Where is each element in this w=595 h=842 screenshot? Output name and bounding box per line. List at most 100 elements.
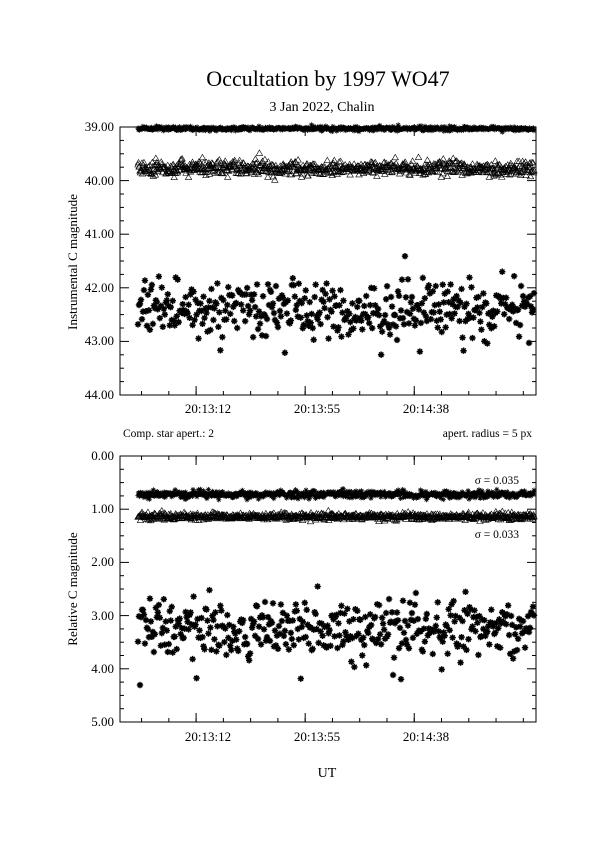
top-series-0-point	[155, 127, 161, 133]
sigma-upper-label: σ = 0.035	[475, 475, 520, 487]
bottom-series-2-point	[422, 615, 430, 623]
bottom-series-2-point	[423, 610, 431, 618]
bottom-series-0-point	[371, 492, 377, 498]
top-series-2-point	[208, 285, 215, 293]
bottom-series-0-point	[368, 493, 375, 500]
top-series-1-point	[184, 173, 193, 180]
bottom-series-2-point	[405, 645, 413, 652]
bottom-series-0-point	[356, 488, 363, 495]
bottom-series-0-point	[193, 489, 199, 495]
bottom-series-0-point	[469, 494, 475, 500]
top-series-2-point	[171, 322, 178, 329]
top-series-2-point	[526, 293, 534, 300]
top-series-2-point	[440, 299, 447, 306]
bottom-ytick-1: 1.00	[91, 501, 114, 516]
top-series-2-point	[424, 284, 432, 292]
top-series-2-point	[273, 319, 281, 326]
bottom-series-2-point	[443, 622, 450, 630]
top-series-1-point	[218, 169, 226, 176]
top-series-2-point	[186, 314, 193, 322]
top-series-1-point	[284, 167, 292, 174]
top-series-1-point	[350, 160, 358, 167]
bottom-series-0-point	[340, 489, 346, 495]
top-series-2-point	[326, 296, 333, 303]
top-series-2-point	[512, 319, 520, 327]
bottom-series-2-point	[450, 597, 457, 605]
bottom-series-2-point	[421, 638, 429, 645]
top-series-0-point	[153, 123, 159, 129]
top-series-2-point	[425, 282, 432, 289]
top-series-2-point	[310, 336, 317, 343]
top-series-1-point	[287, 170, 296, 178]
bottom-series-0-point	[489, 491, 495, 497]
top-series-2-point	[353, 317, 360, 324]
bottom-series-0-point	[354, 491, 360, 497]
bottom-series-2-point	[451, 618, 458, 625]
bottom-series-2-point	[348, 658, 355, 665]
top-series-2-point	[486, 321, 493, 328]
bottom-series-2-point	[455, 641, 462, 649]
top-series-2-point	[474, 304, 481, 311]
top-series-2-point	[271, 316, 279, 324]
top-series-2-point	[246, 307, 254, 314]
bottom-series-1-point	[530, 513, 538, 520]
top-series-2-point	[361, 302, 368, 310]
bottom-series-2-point	[236, 628, 243, 635]
bottom-series-2-point	[227, 642, 234, 649]
bottom-series-0-point	[269, 493, 275, 499]
bottom-series-1-point	[213, 510, 222, 517]
top-series-1-point	[353, 165, 361, 172]
bottom-series-2-point	[201, 646, 208, 653]
bottom-series-1-point	[312, 509, 321, 517]
top-series-2-point	[227, 310, 234, 318]
bottom-series-2-point	[192, 621, 199, 628]
top-series-2-point	[447, 281, 454, 288]
bottom-series-1-point	[464, 510, 472, 517]
top-series-2-point	[284, 297, 292, 304]
top-series-2-point	[494, 308, 501, 315]
bottom-series-2-point	[445, 606, 452, 613]
top-series-2-point	[170, 317, 177, 324]
bottom-series-2-point	[212, 609, 219, 616]
bottom-series-2-point	[281, 627, 289, 634]
top-ytick-2: 41.00	[85, 226, 114, 241]
bottom-series-2-point	[205, 630, 212, 637]
bottom-series-2-point	[482, 632, 489, 640]
top-series-2-point	[358, 317, 365, 324]
bottom-xtick-0: 20:13:12	[185, 729, 231, 744]
bottom-series-2-point	[298, 623, 305, 631]
bottom-series-2-point	[357, 616, 364, 624]
bottom-series-0-point	[368, 495, 374, 501]
top-series-2-point	[362, 310, 369, 318]
bottom-series-0-point	[531, 487, 537, 493]
bottom-series-2-point	[432, 622, 439, 630]
bottom-series-0-point	[294, 488, 301, 495]
bottom-series-0-point	[418, 491, 424, 497]
bottom-series-2-point	[300, 634, 307, 642]
top-series-1-point	[234, 169, 243, 176]
bottom-series-2-point	[486, 641, 493, 648]
top-series-2-point	[414, 302, 422, 309]
bottom-series-1-point	[391, 516, 399, 524]
bottom-series-2-point	[250, 618, 258, 625]
bottom-series-0-point	[160, 491, 166, 497]
top-series-2-point	[311, 293, 318, 301]
bottom-series-0-point	[433, 490, 439, 496]
top-series-2-point	[417, 319, 425, 327]
bottom-series-2-point	[218, 607, 225, 614]
bottom-series-2-point	[226, 621, 233, 629]
top-series-2-point	[510, 272, 518, 280]
top-series-2-point	[453, 292, 460, 300]
top-series-2-point	[234, 324, 241, 332]
top-series-2-point	[210, 316, 217, 324]
bottom-series-2-point	[266, 637, 274, 645]
bottom-series-0-point	[480, 495, 487, 501]
bottom-series-2-point	[516, 623, 524, 630]
top-series-2-point	[518, 302, 526, 309]
top-series-2-point	[404, 276, 412, 283]
bottom-series-0-point	[401, 494, 407, 501]
top-series-2-point	[215, 323, 222, 331]
top-series-2-point	[401, 252, 409, 260]
bottom-series-0-point	[479, 490, 486, 496]
top-series-1-point	[230, 156, 239, 164]
